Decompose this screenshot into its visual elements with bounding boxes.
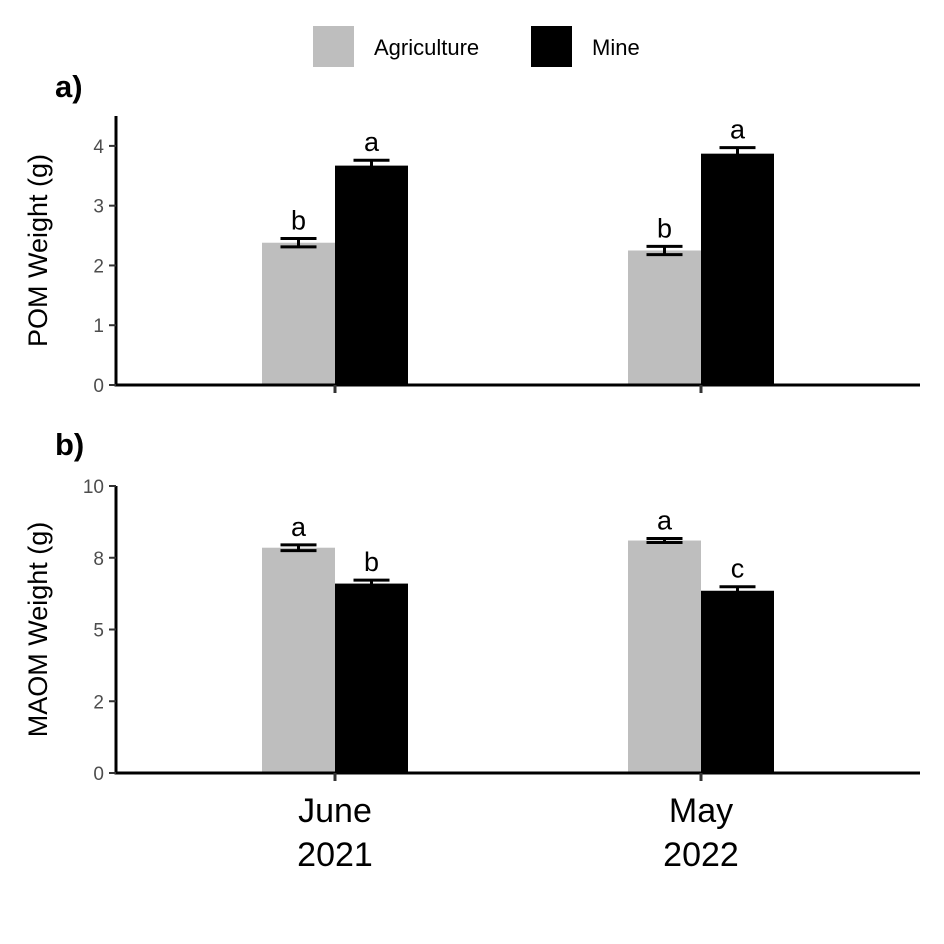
bar-mine-panel2-cat1 bbox=[335, 583, 408, 773]
significance-letter-agriculture-panel1-cat2: b bbox=[657, 213, 672, 243]
significance-letter-mine-panel2-cat1: b bbox=[364, 547, 379, 577]
significance-letter-mine-panel2-cat2: c bbox=[731, 554, 745, 584]
bar-mine-panel1-cat1 bbox=[335, 165, 408, 385]
y-axis-title-1: POM Weight (g) bbox=[23, 154, 53, 347]
y-tick-label-2-0: 0 bbox=[93, 764, 104, 785]
y-tick-label-1-1: 1 bbox=[93, 316, 104, 337]
y-tick-label-2-1: 2 bbox=[93, 692, 104, 713]
x-tick-label-1-line2: 2021 bbox=[297, 836, 373, 874]
significance-letter-agriculture-panel2-cat2: a bbox=[657, 506, 673, 536]
bar-agriculture-panel2-cat1 bbox=[262, 547, 335, 773]
significance-letter-agriculture-panel2-cat1: a bbox=[291, 512, 307, 542]
legend-label-agriculture: Agriculture bbox=[374, 35, 479, 60]
significance-letter-mine-panel1-cat1: a bbox=[364, 127, 380, 157]
panel-tag-2: b) bbox=[55, 427, 84, 462]
x-tick-label-2-line1: May bbox=[669, 792, 733, 830]
significance-letter-agriculture-panel1-cat1: b bbox=[291, 206, 306, 236]
bar-agriculture-panel1-cat2 bbox=[628, 250, 701, 385]
y-axis-title-2: MAOM Weight (g) bbox=[23, 522, 53, 738]
panel-tag-1: a) bbox=[55, 69, 83, 104]
bar-agriculture-panel2-cat2 bbox=[628, 540, 701, 773]
bar-mine-panel1-cat2 bbox=[701, 153, 774, 385]
x-tick-label-1-line1: June bbox=[298, 792, 372, 830]
bar-mine-panel2-cat2 bbox=[701, 590, 774, 773]
y-tick-label-1-4: 4 bbox=[93, 137, 104, 158]
bar-agriculture-panel1-cat1 bbox=[262, 242, 335, 385]
y-tick-label-1-0: 0 bbox=[93, 376, 104, 397]
legend-swatch-mine bbox=[531, 26, 572, 67]
y-tick-label-2-3: 8 bbox=[93, 549, 104, 570]
legend-label-mine: Mine bbox=[592, 35, 640, 60]
legend-swatch-agriculture bbox=[313, 26, 354, 67]
x-tick-label-2-line2: 2022 bbox=[663, 836, 739, 874]
significance-letter-mine-panel1-cat2: a bbox=[730, 115, 746, 145]
y-tick-label-2-2: 5 bbox=[93, 621, 104, 642]
y-tick-label-1-3: 3 bbox=[93, 197, 104, 218]
y-tick-label-1-2: 2 bbox=[93, 256, 104, 277]
y-tick-label-2-4: 10 bbox=[83, 477, 104, 498]
